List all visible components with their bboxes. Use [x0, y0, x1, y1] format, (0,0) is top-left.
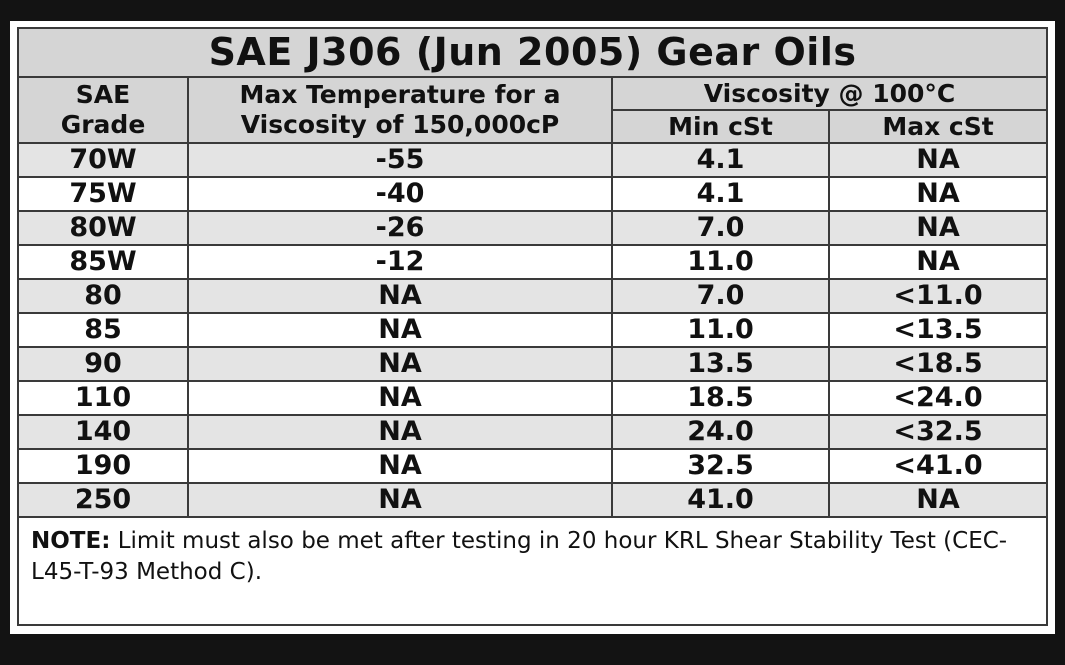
table-row: 140 NA 24.0 <32.5 [19, 414, 1047, 450]
cell-max-cst: <11.0 [827, 278, 1047, 314]
header-max-cst: Max cSt [827, 109, 1047, 144]
header-min-cst: Min cSt [612, 109, 830, 144]
cell-grade: 85 [19, 312, 189, 348]
cell-max-cst: <18.5 [827, 346, 1047, 382]
cell-max-cst: NA [827, 244, 1047, 280]
cell-max-cst: NA [827, 176, 1047, 212]
table-row: 85W -12 11.0 NA [19, 244, 1047, 280]
cell-max-temp: -26 [187, 210, 613, 246]
table-row: 190 NA 32.5 <41.0 [19, 448, 1047, 484]
header-sae-grade-line1: SAE [75, 80, 131, 109]
cell-max-cst: NA [827, 142, 1047, 178]
cell-min-cst: 7.0 [611, 210, 830, 246]
cell-max-cst: NA [827, 210, 1047, 246]
cell-max-temp: NA [187, 312, 613, 348]
table-row: 80 NA 7.0 <11.0 [19, 278, 1047, 314]
cell-max-temp: -12 [187, 244, 613, 280]
header-max-temperature-line2: Viscosity of 150,000cP [240, 110, 560, 139]
cell-grade: 110 [19, 380, 189, 416]
note-text: Limit must also be met after testing in … [31, 528, 1008, 585]
cell-max-temp: NA [187, 482, 613, 518]
cell-max-temp: NA [187, 346, 613, 382]
cell-max-temp: NA [187, 278, 613, 314]
cell-grade: 85W [19, 244, 189, 280]
header-sae-grade: SAE Grade [19, 76, 189, 144]
header-max-temperature-line1: Max Temperature for a [239, 80, 561, 109]
table-row: 90 NA 13.5 <18.5 [19, 346, 1047, 382]
cell-min-cst: 4.1 [611, 176, 830, 212]
cell-grade: 250 [19, 482, 189, 518]
table-row: 80W -26 7.0 NA [19, 210, 1047, 246]
table-row: 110 NA 18.5 <24.0 [19, 380, 1047, 416]
cell-max-temp: NA [187, 414, 613, 450]
table-row: 85 NA 11.0 <13.5 [19, 312, 1047, 348]
table-row: 70W -55 4.1 NA [19, 142, 1047, 178]
note-label: NOTE: [31, 528, 111, 554]
cell-grade: 80 [19, 278, 189, 314]
header-viscosity-group: Viscosity @ 100°C [610, 76, 1047, 111]
cell-min-cst: 11.0 [611, 312, 830, 348]
cell-min-cst: 13.5 [611, 346, 830, 382]
cell-max-cst: <41.0 [827, 448, 1047, 484]
table-row: 75W -40 4.1 NA [19, 176, 1047, 212]
gear-oil-table: SAE J306 (Jun 2005) Gear Oils SAE Grade … [17, 27, 1048, 626]
cell-grade: 140 [19, 414, 189, 450]
cell-min-cst: 24.0 [611, 414, 830, 450]
cell-min-cst: 41.0 [611, 482, 830, 518]
table-title: SAE J306 (Jun 2005) Gear Oils [19, 29, 1047, 78]
cell-grade: 90 [19, 346, 189, 382]
header-sae-grade-line2: Grade [60, 110, 146, 139]
cell-min-cst: 7.0 [611, 278, 830, 314]
cell-min-cst: 4.1 [611, 142, 830, 178]
cell-max-cst: <13.5 [827, 312, 1047, 348]
table-note: NOTE: Limit must also be met after testi… [19, 516, 1047, 609]
cell-max-cst: <32.5 [827, 414, 1047, 450]
cell-grade: 190 [19, 448, 189, 484]
cell-max-cst: <24.0 [827, 380, 1047, 416]
cell-min-cst: 11.0 [611, 244, 830, 280]
cell-max-temp: -40 [187, 176, 613, 212]
cell-grade: 80W [19, 210, 189, 246]
cell-max-cst: NA [827, 482, 1047, 518]
table-row: 250 NA 41.0 NA [19, 482, 1047, 518]
cell-grade: 70W [19, 142, 189, 178]
table-frame: SAE J306 (Jun 2005) Gear Oils SAE Grade … [10, 21, 1055, 634]
cell-min-cst: 32.5 [611, 448, 830, 484]
cell-min-cst: 18.5 [611, 380, 830, 416]
cell-max-temp: NA [187, 380, 613, 416]
cell-max-temp: NA [187, 448, 613, 484]
cell-grade: 75W [19, 176, 189, 212]
cell-max-temp: -55 [187, 142, 613, 178]
header-max-temperature: Max Temperature for a Viscosity of 150,0… [187, 76, 613, 144]
